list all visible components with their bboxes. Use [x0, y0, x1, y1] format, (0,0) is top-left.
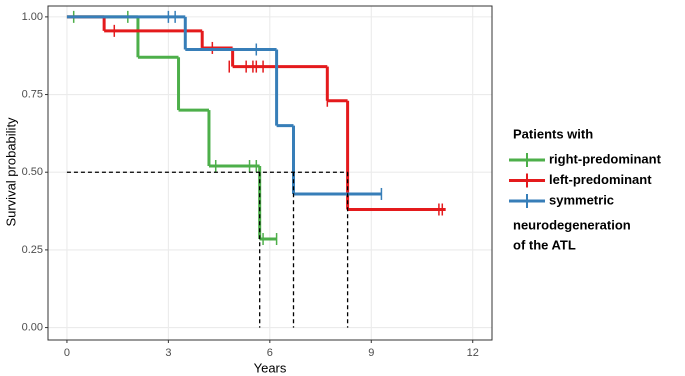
- legend-label: right-predominant: [549, 151, 662, 166]
- x-tick-label: 9: [368, 347, 374, 359]
- y-tick-label: 0.00: [22, 321, 43, 333]
- legend-note: neurodegeneration: [513, 217, 631, 232]
- legend-title: Patients with: [513, 126, 593, 141]
- legend-note: of the ATL: [513, 237, 576, 252]
- plot-border: [47, 5, 493, 341]
- y-tick-label: 0.50: [22, 166, 43, 178]
- x-axis-label: Years: [254, 360, 287, 375]
- legend-label: left-predominant: [549, 172, 652, 187]
- y-tick-label: 0.75: [22, 88, 43, 100]
- legend-label: symmetric: [549, 192, 614, 207]
- x-tick-label: 3: [165, 347, 171, 359]
- y-axis-label: Survival probability: [3, 117, 18, 227]
- x-tick-label: 12: [467, 347, 479, 359]
- x-tick-label: 6: [267, 347, 273, 359]
- y-tick-label: 1.00: [22, 11, 43, 23]
- y-tick-label: 0.25: [22, 244, 43, 256]
- x-tick-label: 0: [64, 347, 70, 359]
